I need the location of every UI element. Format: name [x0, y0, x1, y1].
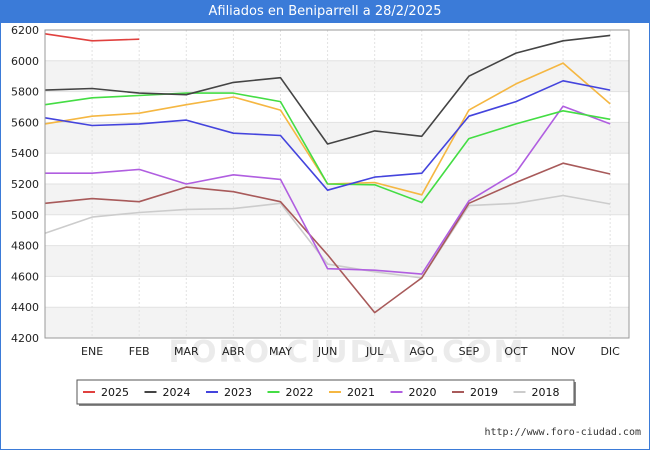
y-tick-label: 4200 [11, 332, 39, 345]
legend-box [76, 379, 575, 405]
footer-url[interactable]: http://www.foro-ciudad.com [484, 427, 641, 438]
grid-band [45, 307, 629, 338]
x-tick-label: AGO [410, 345, 435, 358]
y-tick-label: 4800 [11, 240, 39, 253]
y-tick-label: 6200 [11, 24, 39, 37]
chart-title: Afiliados en Beniparrell a 28/2/2025 [1, 1, 649, 23]
axes [44, 29, 630, 339]
series-line-2020 [45, 105, 611, 275]
series-line-2025 [44, 33, 140, 42]
grid-band [45, 122, 629, 154]
x-tick-label: ENE [81, 345, 103, 358]
series-line-2018 [44, 194, 611, 279]
plot-border [44, 29, 630, 339]
y-tick-label: 4400 [11, 301, 39, 314]
series-line-2022 [44, 92, 611, 204]
legend-label-2021: 2021 [347, 386, 375, 399]
x-tick-label: FEB [129, 345, 150, 358]
x-tick-label: SEP [459, 345, 480, 358]
legend-label-2022: 2022 [286, 386, 314, 399]
legend-label-2018: 2018 [532, 386, 560, 399]
x-tick-label: MAY [269, 345, 292, 358]
y-tick-label: 5200 [11, 178, 39, 191]
y-tick-label: 5600 [11, 116, 39, 129]
watermark: FORO-CIUDAD.COM [169, 335, 526, 370]
y-tick-label: 4600 [11, 270, 39, 283]
grid-bands [45, 60, 629, 338]
x-axis-ticks: ENE FEB MAR ABR MAY JUN JUL AGO SEP OCT NOV DIC [81, 345, 620, 358]
grid-band [45, 60, 629, 92]
grid-band [45, 245, 629, 277]
series-lines [44, 33, 611, 314]
legend-label-2024: 2024 [163, 386, 191, 399]
x-tick-label: ABR [222, 345, 245, 358]
x-tick-label: NOV [551, 345, 576, 358]
legend-label-2019: 2019 [470, 386, 498, 399]
x-tick-label: JUN [317, 345, 338, 358]
series-line-2023 [44, 80, 611, 191]
y-tick-label: 6000 [11, 55, 39, 68]
legend-label-2025: 2025 [101, 386, 129, 399]
x-tick-label: OCT [504, 345, 527, 358]
legend: 2025 2024 2023 2022 2021 2020 2019 2018 [76, 379, 576, 406]
x-tick-label: DIC [600, 345, 620, 358]
x-tick-label: JUL [365, 345, 384, 358]
x-tick-label: MAR [174, 345, 199, 358]
grid-band [45, 184, 629, 215]
y-tick-label: 5800 [11, 86, 39, 99]
y-tick-label: 5000 [11, 209, 39, 222]
y-axis-ticks: 4200 4400 4600 4800 5000 5200 5400 5600 5800 6000… [11, 24, 39, 345]
series-line-2019 [44, 162, 611, 314]
legend-label-2020: 2020 [409, 386, 437, 399]
series-line-2024 [44, 34, 611, 145]
y-tick-label: 5400 [11, 147, 39, 160]
legend-label-2023: 2023 [224, 386, 252, 399]
